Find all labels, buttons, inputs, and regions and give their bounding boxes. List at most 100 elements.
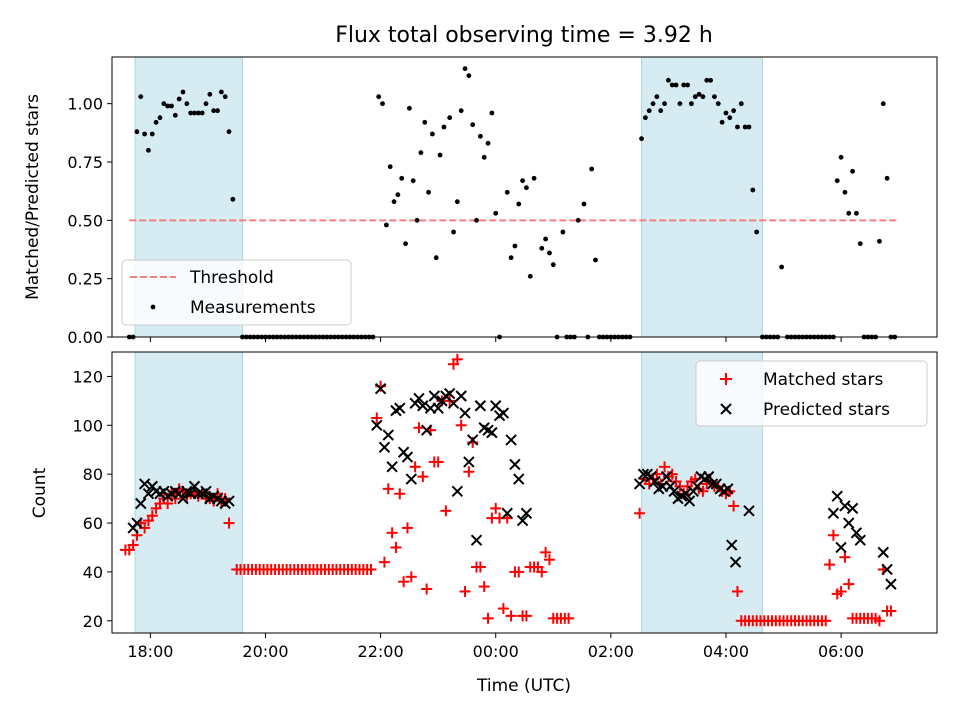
measurement-point xyxy=(738,101,744,107)
measurement-point xyxy=(520,178,525,184)
measurement-point xyxy=(696,91,702,97)
matched-star-point xyxy=(885,605,897,617)
count-y-tick-label: 100 xyxy=(72,416,103,435)
predicted-star-point xyxy=(417,400,429,412)
measurement-point xyxy=(395,192,401,198)
matched-star-point xyxy=(378,556,390,568)
predicted-star-point xyxy=(846,502,859,515)
measurement-point xyxy=(195,110,201,116)
measurement-point xyxy=(846,210,852,216)
measurement-point xyxy=(391,199,397,205)
predicted-star-point xyxy=(835,541,847,554)
measurement-point xyxy=(854,210,859,216)
measurement-point xyxy=(727,115,733,121)
matched-star-point xyxy=(421,583,433,595)
matched-star-point xyxy=(413,422,425,434)
measurement-point xyxy=(165,103,171,109)
matched-star-point xyxy=(505,610,517,622)
predicted-star-point xyxy=(413,392,425,405)
predicted-star-point xyxy=(501,507,513,519)
measurement-point xyxy=(662,101,667,107)
ratio-y-ticks: 0.00 0.25 0.50 0.75 1.00 xyxy=(67,95,112,347)
predicted-star-point xyxy=(138,478,151,490)
measurement-point xyxy=(462,66,468,72)
measurement-point xyxy=(857,241,863,247)
measurement-point xyxy=(477,133,483,139)
measurement-point xyxy=(418,150,424,156)
measurement-point xyxy=(504,189,510,195)
measurement-point xyxy=(485,140,491,146)
measurement-point xyxy=(161,101,167,107)
matched-star-point xyxy=(728,500,740,512)
measurement-point xyxy=(454,199,460,205)
x-tick-label: 20:00 xyxy=(242,642,288,661)
measurement-point xyxy=(433,255,439,261)
predicted-star-point xyxy=(520,507,533,519)
matched-star-point xyxy=(459,585,471,597)
predicted-star-point xyxy=(497,407,510,419)
predicted-star-point xyxy=(405,473,418,485)
measurement-point xyxy=(589,166,595,172)
count-legend: Matched stars Predicted stars xyxy=(695,360,928,427)
measurement-point xyxy=(658,108,664,114)
measurement-point xyxy=(731,108,737,114)
ratio-y-tick-label: 1.00 xyxy=(67,95,103,114)
matched-star-point xyxy=(401,522,413,534)
measurement-point xyxy=(834,178,840,184)
matched-star-point xyxy=(146,510,158,522)
measurement-point xyxy=(441,124,447,130)
measurement-point xyxy=(689,101,694,107)
x-tick-label: 06:00 xyxy=(818,642,864,661)
predicted-star-point xyxy=(142,488,155,500)
matched-star-point xyxy=(824,559,836,571)
measurement-point xyxy=(153,119,159,125)
predicted-star-point xyxy=(660,470,673,483)
measurement-point xyxy=(230,196,236,202)
measurement-point xyxy=(426,189,431,195)
measurement-point xyxy=(735,124,740,130)
count-y-tick-label: 120 xyxy=(72,367,103,386)
count-panel-frame xyxy=(111,351,938,634)
predicted-star-point xyxy=(466,434,479,446)
measurement-point xyxy=(754,229,760,235)
count-y-ticks: 20 40 60 80 100 120 xyxy=(72,367,112,631)
measurement-point xyxy=(512,243,518,249)
measurement-point xyxy=(581,201,587,207)
predicted-star-point xyxy=(505,434,517,446)
matched-star-point xyxy=(839,551,851,563)
measurement-point xyxy=(539,245,545,251)
measurement-point xyxy=(884,175,890,181)
measurement-point xyxy=(531,175,537,181)
matched-star-point xyxy=(386,527,398,539)
matched-star-point xyxy=(474,561,486,573)
measurement-point xyxy=(560,229,566,235)
predicted-star-point xyxy=(839,500,851,512)
predicted-star-point xyxy=(649,475,661,488)
count-y-tick-label: 60 xyxy=(83,514,103,533)
x-tick-label: 04:00 xyxy=(703,642,749,661)
predicted-star-point xyxy=(729,556,742,568)
predicted-star-point xyxy=(420,424,433,436)
ratio-legend-box xyxy=(121,259,352,326)
measurement-point xyxy=(169,103,174,109)
measurement-point xyxy=(547,250,552,256)
measurement-point xyxy=(877,238,882,244)
measurement-point xyxy=(489,110,495,116)
predicted-star-point xyxy=(382,429,394,441)
predicted-star-point xyxy=(432,402,444,414)
measurement-point xyxy=(508,255,514,261)
matched-star-point xyxy=(451,353,463,365)
matched-star-point xyxy=(820,615,832,627)
measurement-point xyxy=(677,101,683,107)
measurement-point xyxy=(199,110,205,116)
matched-star-point xyxy=(394,488,406,500)
predicted-star-point xyxy=(706,478,719,490)
count-x-ticks: 18:00 20:00 22:00 00:00 02:00 04:00 06:00 xyxy=(127,633,864,661)
predicted-star-point xyxy=(443,387,456,400)
matched-star-point xyxy=(409,461,421,473)
matched-star-point xyxy=(417,471,429,483)
matched-star-point xyxy=(223,517,235,529)
count-legend-box xyxy=(695,360,928,427)
predicted-star-point xyxy=(386,461,398,473)
x-tick-label: 22:00 xyxy=(358,642,404,661)
